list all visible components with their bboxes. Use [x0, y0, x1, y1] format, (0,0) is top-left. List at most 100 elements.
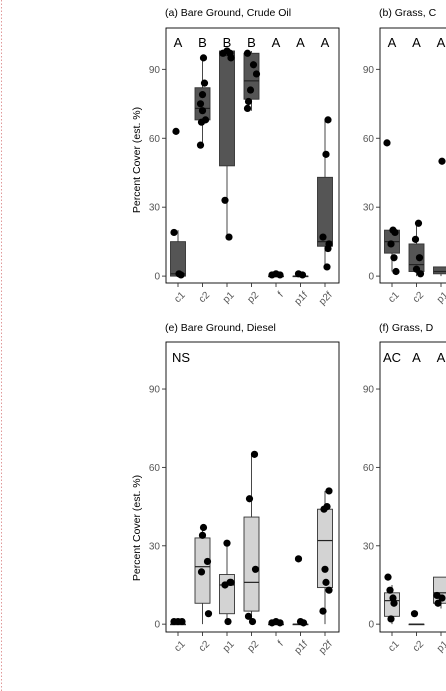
x-tick-label-p1: p1 — [221, 639, 237, 655]
sig-label-0: NS — [172, 350, 190, 365]
panel-a-ylabel: Percent Cover (est. %) — [131, 107, 143, 213]
y-tick-label-30: 30 — [363, 541, 375, 552]
data-point-f-2 — [276, 619, 284, 627]
data-point-c2-0 — [199, 523, 208, 532]
y-tick-label-0: 0 — [368, 620, 374, 631]
data-point-p2-0 — [243, 49, 252, 57]
data-point-p1-2 — [221, 581, 229, 589]
data-point-c2-1 — [411, 235, 420, 243]
panel-a: (a) Bare Ground, Crude Oil Percent Cover… — [131, 7, 340, 308]
data-point-p1f-2 — [299, 619, 308, 627]
data-point-c1-4 — [390, 254, 398, 262]
x-tick-label-c1: c1 — [386, 290, 402, 306]
data-point-p2-1 — [245, 495, 254, 503]
x-tick-label-p2: p2 — [246, 290, 262, 306]
data-point-p1-5 — [225, 233, 233, 241]
data-point-p2f-4 — [325, 240, 333, 248]
data-point-c2-0 — [199, 54, 208, 62]
y-tick-label-30: 30 — [363, 203, 375, 214]
data-point-p2-2 — [251, 565, 260, 573]
data-point-p2f-5 — [322, 578, 330, 586]
y-tick-label-0: 0 — [154, 272, 160, 283]
data-point-p2f-5 — [323, 263, 331, 271]
box-p1 — [219, 50, 235, 167]
data-point-c2-0 — [410, 610, 419, 618]
y-tick-label-90: 90 — [149, 65, 161, 76]
data-point-p1-0 — [223, 539, 231, 547]
data-point-p2f-4 — [325, 586, 333, 594]
data-point-c1-2 — [391, 228, 399, 237]
data-point-p2-3 — [244, 612, 253, 620]
data-point-c2-0 — [414, 219, 423, 227]
data-point-p2f-1 — [322, 150, 330, 158]
y-tick-label-60: 60 — [149, 134, 161, 145]
data-point-p2-2 — [252, 70, 261, 78]
data-point-c1-4 — [387, 615, 395, 623]
data-point-c1-0 — [384, 573, 392, 581]
x-tick-label-c1: c1 — [172, 639, 188, 655]
data-point-c2-6 — [197, 118, 206, 126]
y-tick-label-90: 90 — [363, 65, 375, 76]
data-point-p1-2 — [438, 594, 446, 602]
y-tick-label-60: 60 — [363, 463, 375, 474]
y-tick-label-90: 90 — [363, 385, 375, 396]
sig-label-0: A — [388, 35, 397, 50]
data-point-p2-0 — [250, 450, 259, 458]
sig-label-2: A — [437, 35, 446, 50]
data-point-c1-5 — [392, 267, 400, 276]
x-tick-label-p1: p1 — [221, 290, 237, 306]
data-point-p1-3 — [227, 54, 235, 62]
x-tick-label-p2: p2 — [246, 639, 262, 655]
x-tick-label-p2f: p2f — [317, 639, 335, 657]
data-point-p1-4 — [224, 617, 232, 626]
sig-label-3: B — [247, 35, 256, 50]
x-tick-label-c2: c2 — [197, 639, 213, 655]
x-tick-label-p1f: p1f — [293, 290, 311, 308]
x-tick-label-p1f: p1f — [293, 639, 311, 657]
panel-e: (e) Bare Ground, Diesel Percent Cover (e… — [131, 322, 340, 657]
x-tick-label-c2: c2 — [197, 290, 213, 306]
data-point-c2-7 — [196, 141, 205, 149]
y-tick-label-60: 60 — [149, 463, 161, 474]
x-tick-label-p1: p1 — [435, 290, 446, 306]
data-point-c2-4 — [204, 610, 213, 618]
box-p1 — [433, 266, 446, 275]
data-point-c1-3 — [390, 599, 398, 607]
box-p2 — [243, 516, 260, 612]
data-point-p1-4 — [221, 196, 229, 204]
x-tick-label-p2f: p2f — [317, 290, 335, 308]
data-point-p2f-2 — [319, 233, 327, 241]
data-point-c1-1 — [170, 228, 178, 237]
y-tick-label-90: 90 — [149, 385, 161, 396]
data-point-p2f-3 — [321, 565, 329, 573]
data-point-p2f-0 — [324, 116, 332, 124]
y-tick-label-30: 30 — [149, 203, 161, 214]
data-point-p2f-2 — [323, 502, 331, 511]
data-point-p2-4 — [248, 617, 257, 626]
data-point-c1-2 — [178, 617, 186, 626]
data-point-p2f-6 — [319, 607, 327, 615]
panel-e-ylabel: Percent Cover (est. %) — [131, 475, 143, 581]
data-point-p2-1 — [249, 61, 258, 69]
sig-label-1: A — [412, 35, 421, 50]
data-point-c2-2 — [198, 91, 207, 99]
data-point-p2-5 — [243, 104, 252, 113]
x-tick-label-c1: c1 — [172, 290, 188, 306]
data-point-p1-1 — [434, 599, 442, 607]
sig-label-2: A — [437, 350, 446, 365]
data-point-p1-0 — [438, 157, 446, 165]
y-tick-label-0: 0 — [154, 620, 160, 631]
sig-label-0: AC — [383, 350, 401, 365]
data-point-p1f-0 — [294, 555, 303, 563]
sig-label-2: B — [223, 35, 232, 50]
sig-label-1: A — [412, 350, 421, 365]
data-point-p2-3 — [246, 86, 255, 94]
panel-e-title: (e) Bare Ground, Diesel — [165, 322, 276, 334]
data-point-c2-1 — [198, 531, 207, 539]
box-p2f — [317, 176, 333, 247]
y-tick-label-60: 60 — [363, 134, 375, 145]
data-point-p1f-1 — [298, 271, 307, 279]
data-point-c2-4 — [416, 270, 425, 278]
data-point-c1-0 — [383, 139, 391, 147]
